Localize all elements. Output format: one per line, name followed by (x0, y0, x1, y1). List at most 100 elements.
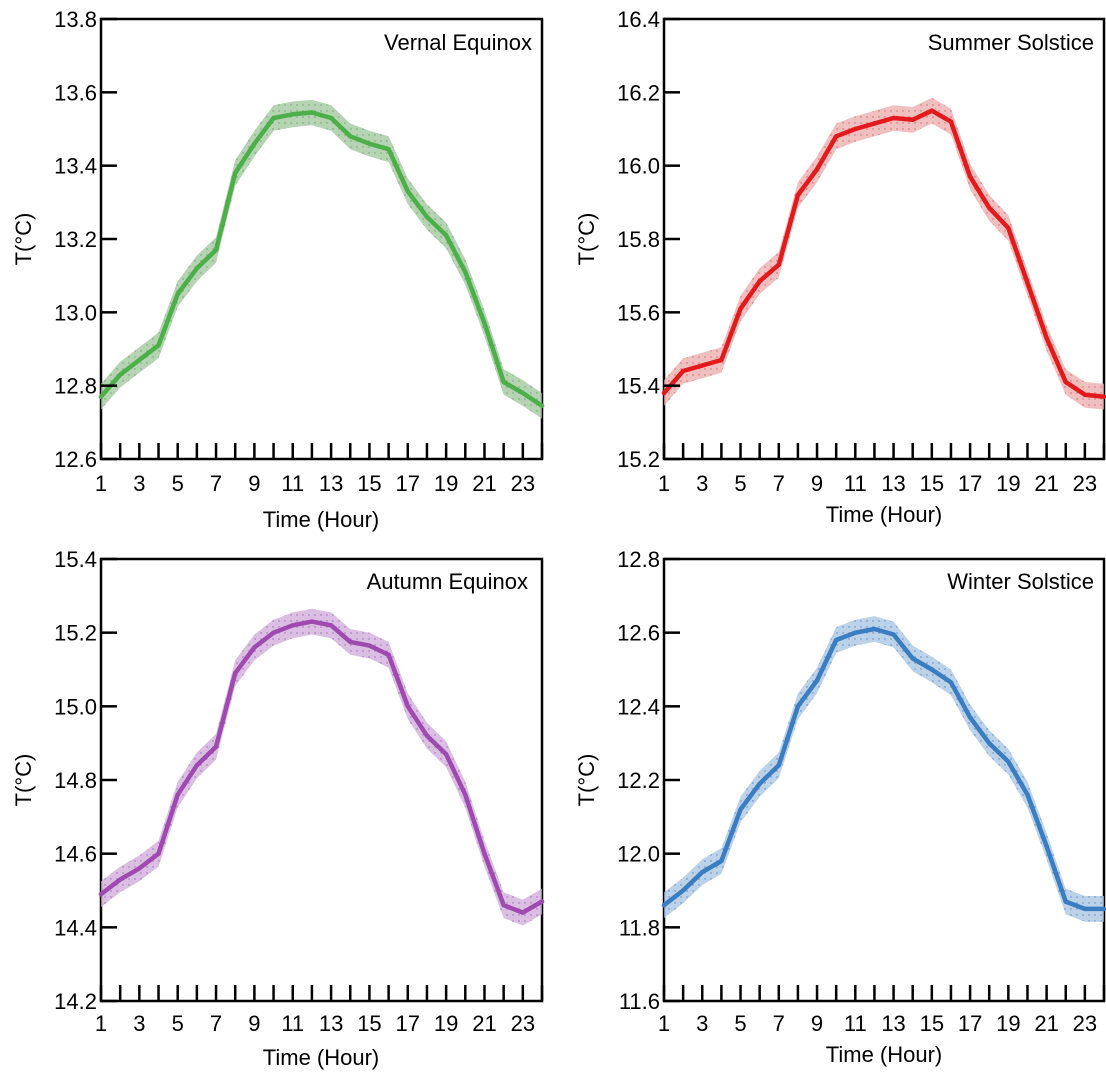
data-point (1025, 280, 1030, 286)
data-point (987, 741, 992, 746)
data-point (482, 851, 487, 856)
data-point (891, 632, 896, 637)
data-point (348, 134, 353, 139)
data-point (482, 321, 487, 326)
chart-panel-winter-solstice: 1 3 5 7 9 11 13 15 17 19 21 2311.611.812.012.212.41… (574, 547, 1106, 1067)
x-tick-label: 5 (734, 1011, 746, 1036)
data-point (156, 851, 161, 856)
panel-title: Autumn Equinox (367, 569, 528, 594)
y-tick-label: 15.6 (617, 300, 660, 325)
data-point (891, 115, 896, 121)
x-tick-label: 11 (844, 1011, 867, 1036)
y-tick-label: 15.2 (54, 621, 97, 646)
data-point (213, 744, 219, 749)
data-point (700, 869, 705, 875)
chart-panel-autumn-equinox: 1 3 5 7 9 11 13 15 17 19 21 2314.214.414.614.815.01… (11, 547, 545, 1070)
x-tick-label: 19 (434, 471, 458, 496)
x-tick-label: 13 (319, 471, 343, 496)
data-point (309, 110, 315, 115)
data-point (1082, 392, 1088, 397)
data-point (795, 192, 801, 198)
data-point (424, 214, 430, 220)
data-point (463, 792, 468, 797)
x-tick-label: 9 (811, 471, 823, 496)
data-point (1025, 792, 1030, 797)
y-axis-title: T(°C) (11, 213, 36, 266)
data-point (424, 733, 430, 738)
data-point (1101, 394, 1106, 399)
data-point (137, 357, 142, 363)
data-point (520, 910, 525, 915)
x-tick-label: 21 (1034, 471, 1058, 496)
data-point (405, 189, 410, 194)
x-tick-label: 1 (95, 471, 107, 496)
data-point (795, 704, 801, 709)
data-point (501, 903, 506, 908)
data-point (539, 899, 545, 904)
data-point (834, 134, 839, 139)
x-tick-label: 7 (210, 471, 222, 496)
confidence-band (101, 99, 542, 419)
data-point (501, 379, 506, 385)
x-tick-label: 13 (881, 1011, 905, 1036)
x-tick-label: 5 (172, 1011, 184, 1036)
x-tick-label: 21 (472, 1011, 496, 1036)
chart-panel-summer-solstice: 1 3 5 7 9 11 13 15 17 19 21 2315.215.415.615.816.01… (574, 7, 1106, 527)
y-axis-title: T(°C) (11, 754, 36, 807)
x-tick-label: 15 (920, 1011, 944, 1036)
data-point (348, 639, 353, 645)
y-tick-label: 15.4 (617, 374, 660, 399)
x-tick-label: 1 (95, 1011, 107, 1036)
x-tick-label: 19 (996, 471, 1020, 496)
x-axis-title: Time (Hour) (826, 502, 943, 527)
data-point (118, 372, 123, 377)
chart-panel-vernal-equinox: 1 3 5 7 9 11 13 15 17 19 21 2312.612.813.013.213.41… (11, 7, 545, 532)
data-point (929, 667, 934, 672)
data-point (118, 877, 123, 882)
y-tick-label: 13.0 (54, 300, 97, 325)
data-point (757, 781, 762, 786)
y-tick-label: 15.0 (54, 694, 97, 719)
panel-title: Vernal Equinox (384, 30, 532, 55)
data-point (175, 291, 180, 297)
confidence-band-pattern (101, 99, 542, 419)
data-point (98, 892, 104, 897)
data-point (680, 368, 686, 374)
x-tick-label: 15 (357, 1011, 381, 1036)
x-tick-label: 7 (773, 1011, 785, 1036)
confidence-band-pattern (664, 97, 1104, 410)
data-point (367, 141, 372, 146)
y-axis-title: T(°C) (574, 213, 599, 266)
x-tick-label: 19 (434, 1011, 458, 1036)
x-tick-label: 15 (920, 471, 944, 496)
x-tick-label: 5 (734, 471, 746, 496)
x-axis-title: Time (Hour) (263, 1045, 380, 1070)
data-point (834, 637, 839, 643)
data-point (853, 126, 858, 132)
plot-frame (662, 17, 1106, 461)
x-tick-label: 21 (472, 471, 496, 496)
y-tick-label: 12.6 (54, 447, 97, 472)
data-point (539, 403, 545, 408)
data-point (1101, 906, 1106, 912)
x-tick-label: 3 (133, 471, 145, 496)
data-point (910, 117, 915, 123)
x-tick-label: 19 (996, 1011, 1020, 1036)
data-point (776, 262, 781, 267)
data-point (233, 170, 238, 176)
y-tick-label: 12.6 (617, 621, 660, 646)
data-point (948, 119, 954, 124)
data-point (175, 792, 180, 797)
panel-title: Summer Solstice (928, 30, 1094, 55)
y-tick-label: 12.2 (617, 768, 660, 793)
y-tick-label: 12.0 (617, 842, 660, 867)
data-point (719, 858, 724, 864)
x-tick-label: 3 (133, 1011, 145, 1036)
data-point (661, 390, 667, 396)
confidence-band-pattern (101, 608, 542, 926)
data-point (194, 266, 200, 271)
data-point (194, 763, 200, 768)
data-point (156, 343, 161, 348)
x-tick-label: 9 (811, 1011, 823, 1036)
data-point (1082, 906, 1088, 912)
